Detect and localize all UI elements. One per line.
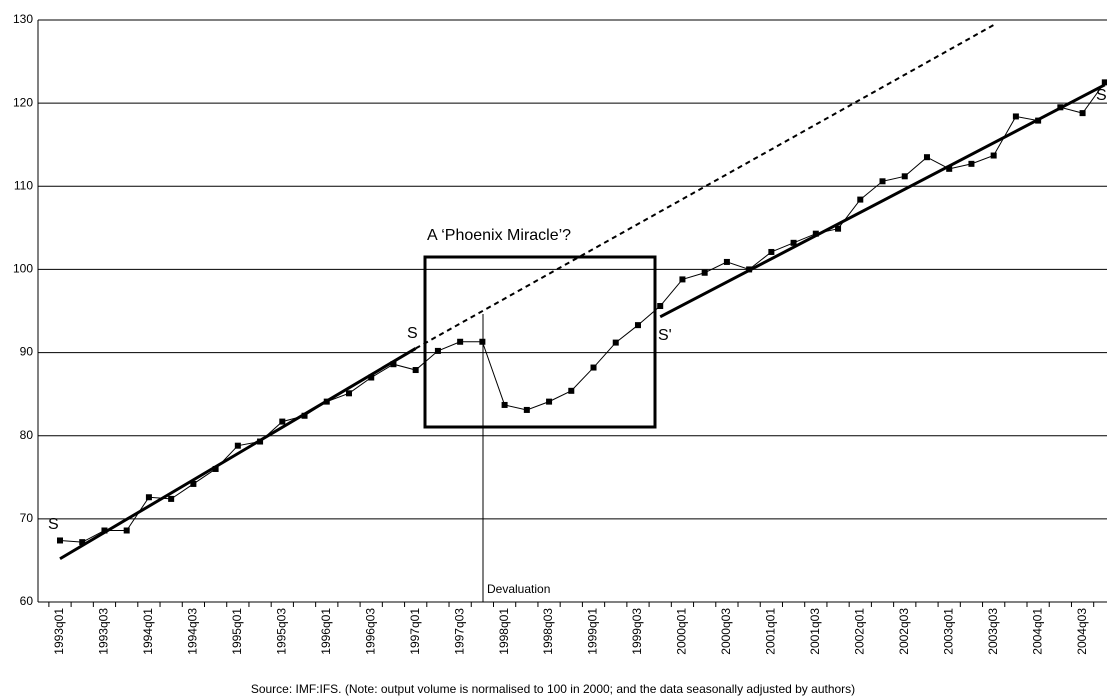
marker [679,276,686,283]
x-tick-label: 1997q01 [408,608,422,655]
x-tick-label: 1998q03 [541,608,555,655]
x-tick-label: 2000q03 [719,608,733,655]
marker [590,364,597,371]
marker [812,230,819,237]
marker [1079,110,1086,117]
x-tick-label: 2004q01 [1030,608,1044,655]
source-note: Source: IMF:IFS. (Note: output volume is… [251,682,855,696]
annotation: S [48,516,59,533]
trend-line [659,83,1106,319]
marker [168,495,175,502]
trend-line [415,24,995,350]
marker [390,361,397,368]
annotation: S [1096,87,1107,104]
marker [879,178,886,185]
marker [1012,113,1019,120]
marker [190,480,197,487]
marker [835,225,842,232]
y-tick-label: 120 [13,95,33,109]
marker [701,269,708,276]
annotation: A ‘Phoenix Miracle’? [427,227,571,244]
trend-line [59,347,417,561]
marker [457,338,464,345]
x-tick-label: 1993q01 [52,608,66,655]
x-tick-label: 2001q03 [808,608,822,655]
marker [568,387,575,394]
marker [790,239,797,246]
x-tick-label: 1993q03 [97,608,111,655]
annotation: S [407,325,418,342]
marker [612,339,619,346]
y-tick-label: 80 [20,428,34,442]
marker [768,248,775,255]
x-tick-label: 2004q03 [1075,608,1089,655]
marker [212,465,219,472]
x-tick-label: 1994q01 [141,608,155,655]
x-tick-label: 1994q03 [186,608,200,655]
marker [345,390,352,397]
x-tick-label: 1997q03 [452,608,466,655]
marker [546,398,553,405]
x-tick-label: 1995q03 [274,608,288,655]
highlight-box [423,255,657,429]
marker [923,154,930,161]
marker [145,494,152,501]
x-tick-label: 2002q03 [897,608,911,655]
y-tick-label: 60 [20,594,34,608]
x-tick-label: 1995q01 [230,608,244,655]
marker [479,338,486,345]
x-tick-label: 2002q01 [852,608,866,655]
marker [523,406,530,413]
data-line [59,82,1106,543]
annotation: Devaluation [487,582,550,596]
marker [990,152,997,159]
x-tick-label: 2001q01 [764,608,778,655]
y-tick-label: 90 [20,345,34,359]
marker [101,527,108,534]
marker [79,539,86,546]
x-tick-label: 1996q03 [363,608,377,655]
y-tick-label: 110 [14,178,33,192]
x-tick-label: 1999q01 [586,608,600,655]
marker [368,374,375,381]
marker [234,442,241,449]
marker [434,347,441,354]
x-tick-label: 1998q01 [497,608,511,655]
marker [946,165,953,172]
marker [1101,79,1107,86]
marker [123,527,130,534]
y-tick-label: 100 [13,262,33,276]
marker [279,418,286,425]
marker [901,173,908,180]
marker [412,367,419,374]
x-tick-label: 2000q01 [675,608,689,655]
marker [968,160,975,167]
x-tick-label: 1996q01 [319,608,333,655]
marker [657,303,664,310]
x-tick-label: 2003q01 [941,608,955,655]
marker [857,196,864,203]
x-tick-label: 1999q03 [630,608,644,655]
y-tick-label: 70 [20,511,34,525]
x-tick-label: 2003q03 [986,608,1000,655]
marker [501,401,508,408]
marker [634,322,641,329]
annotation: S' [658,327,672,344]
y-tick-label: 130 [13,12,33,26]
marker [723,258,730,265]
marker [57,537,63,544]
